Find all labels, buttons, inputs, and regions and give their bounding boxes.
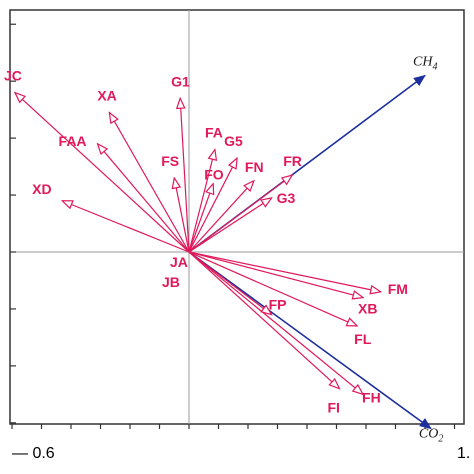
species-label-jb: JB — [162, 274, 180, 290]
species-arrow-fa — [188, 150, 215, 253]
species-arrow-fp — [188, 251, 272, 315]
species-arrow-jc — [15, 93, 190, 253]
species-label-fp: FP — [269, 297, 287, 313]
species-label-ja: JA — [170, 254, 188, 270]
species-label-fa: FA — [205, 125, 223, 141]
species-label-g1: G1 — [171, 73, 190, 89]
env-label-ch4: CH4 — [413, 54, 437, 72]
species-arrow-faa — [98, 144, 190, 253]
species-arrow-fr — [188, 175, 292, 253]
species-label-fl: FL — [354, 331, 372, 347]
species-arrow-xa — [109, 112, 190, 253]
species-label-fo: FO — [204, 167, 224, 183]
x-tick-label-min: — 0.6 — [12, 445, 55, 462]
species-label-fm: FM — [388, 281, 408, 297]
species-arrow-fh — [188, 251, 363, 394]
x-tick-label-max: 1. — [457, 445, 470, 462]
species-label-xb: XB — [358, 301, 377, 317]
species-label-fs: FS — [161, 153, 179, 169]
species-arrow-fl — [188, 251, 357, 326]
env-label-co2: CO2 — [419, 427, 443, 445]
species-label-fi: FI — [327, 400, 339, 416]
environment-labels: CH4 CO2 — [413, 54, 443, 444]
species-label-xa: XA — [97, 87, 116, 103]
species-arrow-xb — [188, 251, 363, 298]
species-arrow-xd — [62, 201, 190, 253]
species-arrow-fo — [188, 184, 213, 253]
env-arrow-co2 — [188, 251, 432, 430]
species-label-g5: G5 — [224, 133, 243, 149]
species-arrows — [15, 93, 381, 395]
species-arrow-g1 — [180, 98, 190, 253]
species-label-fh: FH — [362, 389, 381, 405]
species-label-jc: JC — [4, 68, 22, 84]
species-label-g3: G3 — [277, 190, 296, 206]
species-label-fn: FN — [245, 159, 264, 175]
species-arrow-fi — [188, 251, 339, 389]
species-arrow-fm — [188, 251, 381, 292]
y-axis-ticks — [10, 23, 16, 424]
species-arrow-fn — [188, 181, 254, 253]
species-label-fr: FR — [283, 153, 302, 169]
species-arrow-g3 — [188, 198, 272, 253]
species-label-faa: FAA — [59, 133, 87, 149]
species-label-xd: XD — [32, 181, 51, 197]
species-arrow-g5 — [188, 158, 237, 253]
plot-frame — [9, 9, 465, 425]
species-arrow-fs — [174, 178, 190, 253]
